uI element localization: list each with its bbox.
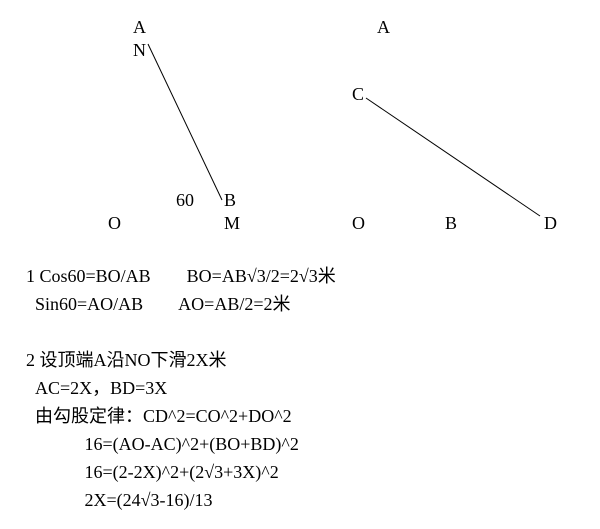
label-right-C: C (352, 85, 364, 103)
right-diagram-svg (0, 0, 600, 240)
label-right-O: O (352, 214, 365, 232)
label-right-B: B (445, 214, 457, 232)
label-right-D: D (544, 214, 557, 232)
solution-text: 1 Cos60=BO/AB BO=AB√3/2=2√3米 Sin60=AO/AB… (26, 262, 336, 514)
label-right-A: A (377, 18, 390, 36)
segment-C-D (366, 98, 540, 216)
